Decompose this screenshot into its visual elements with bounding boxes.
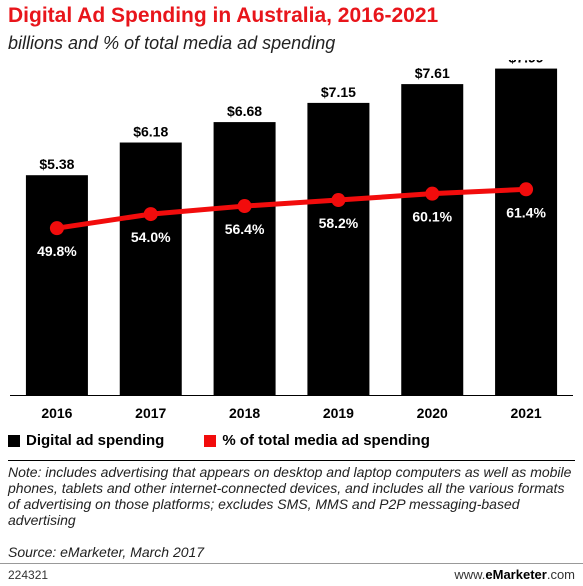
chart-id: 224321	[8, 568, 49, 582]
line-value-label: 49.8%	[37, 243, 77, 259]
bar	[401, 84, 464, 395]
brand-name: eMarketer	[485, 567, 547, 582]
legend-label: Digital ad spending	[26, 432, 165, 449]
bar	[119, 142, 182, 395]
legend-swatch-black	[8, 434, 20, 447]
bar	[495, 68, 558, 395]
x-tick-label: 2019	[323, 405, 354, 421]
chart-title: Digital Ad Spending in Australia, 2016-2…	[8, 4, 439, 27]
line-point	[49, 221, 64, 236]
line-value-label: 56.4%	[225, 221, 265, 237]
bar-value-label: $5.38	[39, 156, 74, 172]
x-tick-label: 2018	[229, 405, 260, 421]
bar-value-label: $6.68	[227, 103, 262, 119]
chart-legend: Digital ad spending % of total media ad …	[8, 432, 470, 449]
legend-item-share-of-media: % of total media ad spending	[204, 432, 430, 449]
bar	[307, 102, 370, 395]
legend-item-digital-ad-spending: Digital ad spending	[8, 432, 164, 449]
x-tick-label: 2021	[511, 405, 542, 421]
bar-value-label: $7.61	[415, 65, 450, 81]
bar	[213, 122, 276, 395]
x-tick-label: 2020	[417, 405, 448, 421]
line-value-label: 60.1%	[412, 209, 452, 225]
legend-swatch-red	[204, 434, 217, 447]
brand-suffix: .com	[546, 567, 575, 582]
bar-value-label: $6.18	[133, 124, 168, 140]
divider	[8, 460, 575, 461]
bar	[25, 175, 88, 395]
chart-note: Note: includes advertising that appears …	[8, 464, 572, 528]
line-value-label: 58.2%	[319, 215, 359, 231]
chart-subtitle: billions and % of total media ad spendin…	[8, 33, 336, 53]
footer-divider	[0, 563, 583, 564]
brand-prefix: www.	[454, 567, 486, 582]
bar-value-label: $7.99	[509, 60, 544, 66]
line-point	[519, 182, 534, 197]
bar-value-label: $7.15	[321, 84, 356, 100]
line-series	[56, 186, 527, 231]
x-tick-label: 2016	[41, 405, 72, 421]
line-value-label: 61.4%	[506, 204, 546, 220]
line-point	[143, 207, 158, 222]
brand-url: www.eMarketer.com	[454, 567, 575, 582]
x-tick-label: 2017	[135, 405, 166, 421]
line-value-label: 54.0%	[131, 229, 171, 245]
line-point	[331, 193, 346, 208]
line-point	[425, 186, 440, 201]
combo-bar-line-chart: $5.38 2016 $6.18 2017 $6.68 2018 $7.15 2019 $7.6…	[10, 60, 573, 421]
legend-label: % of total media ad spending	[222, 432, 430, 449]
line-point	[237, 199, 252, 214]
chart-source: Source: eMarketer, March 2017	[8, 544, 205, 560]
